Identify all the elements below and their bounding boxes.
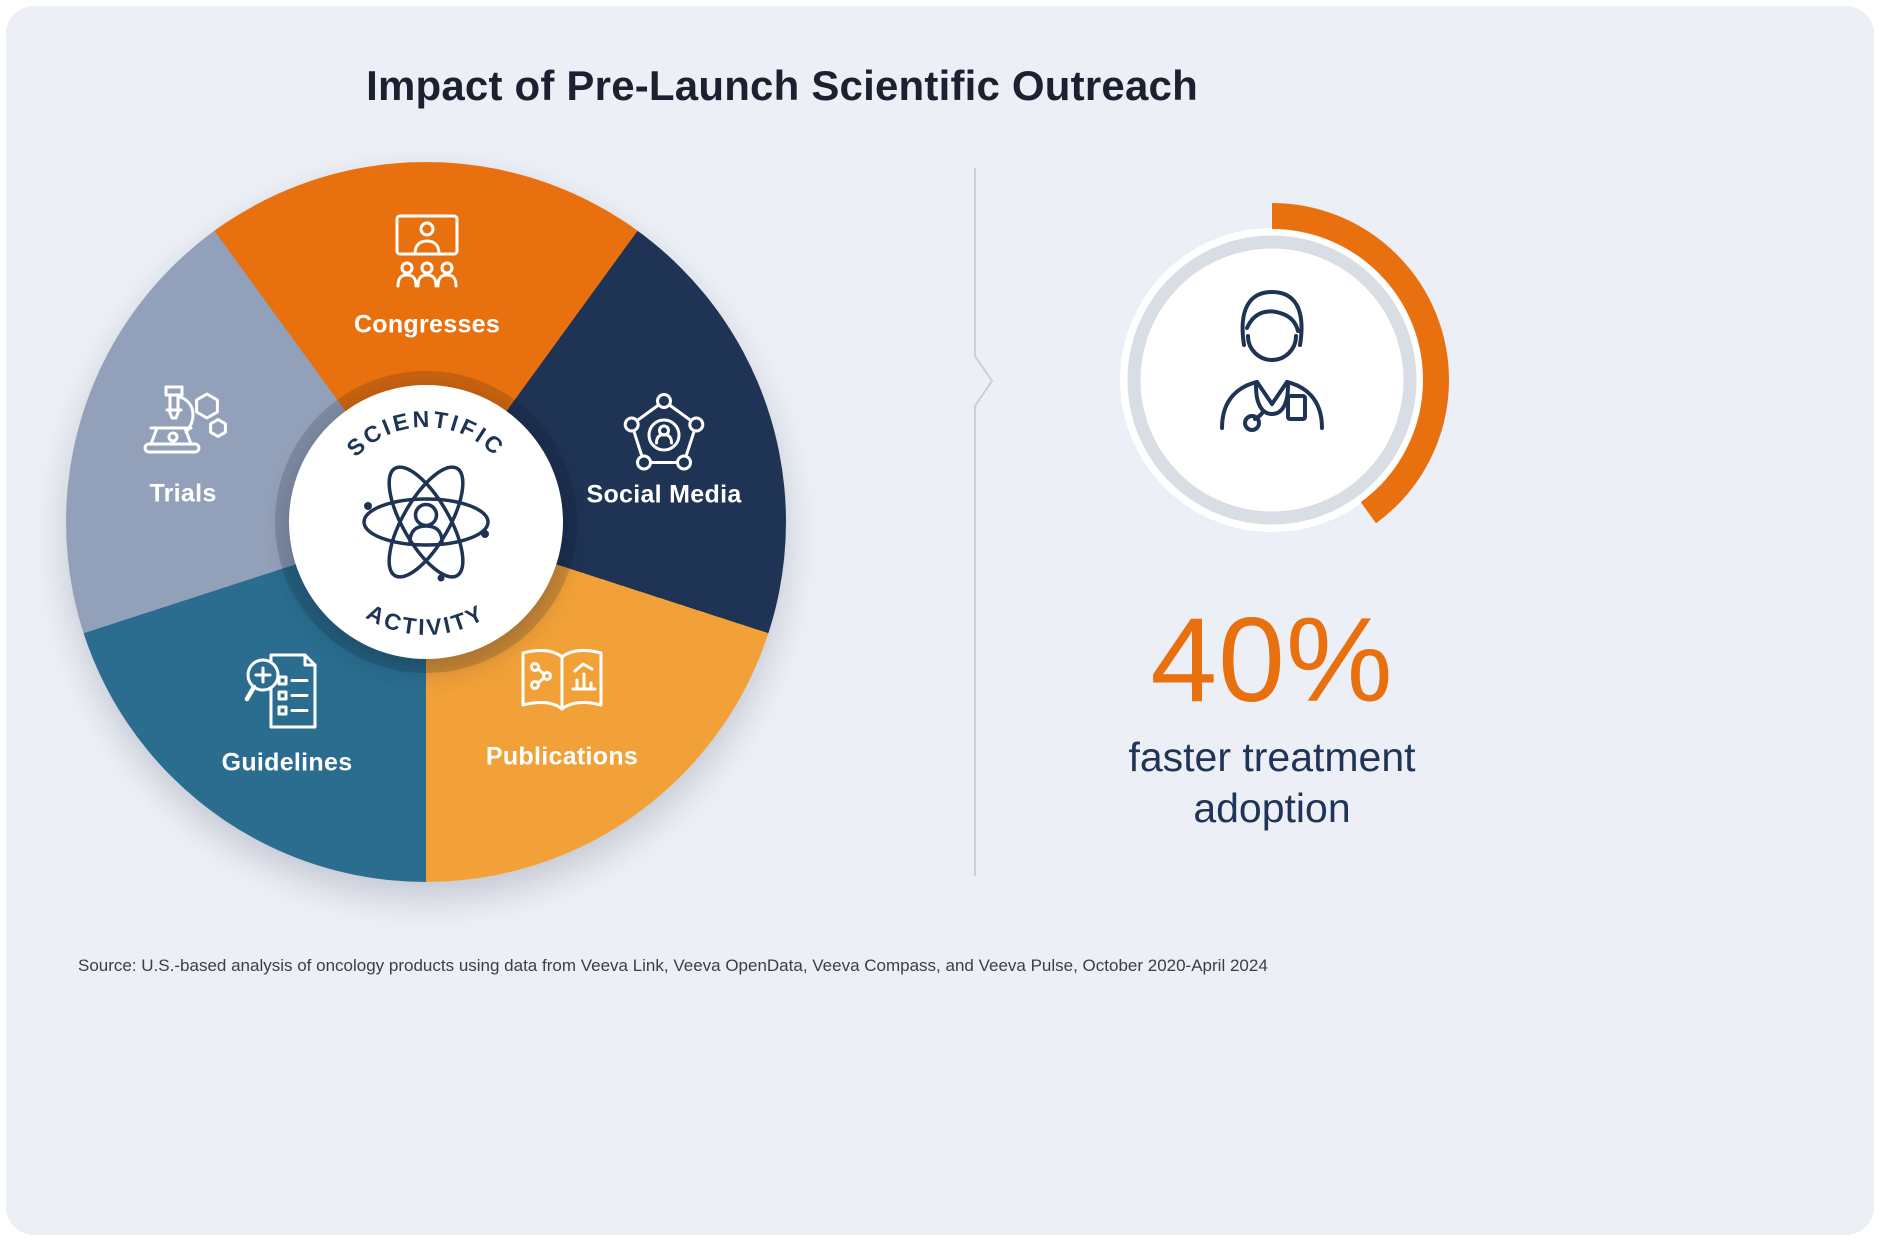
segment-label-publications: Publications [485, 742, 639, 771]
stat-progress-arc [1095, 203, 1449, 557]
segment-label-congresses: Congresses [353, 310, 501, 339]
segment-label-guidelines: Guidelines [221, 748, 353, 777]
segment-label-trials: Trials [149, 479, 217, 508]
stat-caption-line1: faster treatment [1128, 734, 1416, 780]
center-label-top: SCIENTIFIC [341, 406, 507, 462]
source-note: Source: U.S.-based analysis of oncology … [78, 956, 1268, 975]
atom-person-icon: SCIENTIFIC ACTIVITY [341, 406, 510, 641]
stat-value: 40% [1150, 593, 1394, 727]
divider-chevron [974, 168, 993, 876]
chevron-right-icon [974, 355, 993, 407]
svg-text:SCIENTIFIC: SCIENTIFIC [341, 406, 510, 462]
doctor-icon [1220, 290, 1324, 432]
segment-label-social-media: Social Media [586, 480, 742, 509]
scientific-activity-wheel: Congresses Social Media Publications [66, 162, 786, 882]
social-network-icon [623, 393, 705, 471]
guidelines-magnifier-icon [244, 653, 317, 729]
open-book-icon [521, 649, 603, 711]
wheel-center-hub: SCIENTIFIC ACTIVITY [289, 385, 563, 659]
center-label-bottom: ACTIVITY [362, 599, 486, 640]
page-title: Impact of Pre-Launch Scientific Outreach [366, 62, 1198, 109]
microscope-icon [143, 385, 227, 454]
stat-progress-ring [1095, 203, 1449, 557]
stat-caption: faster treatment adoption [1032, 732, 1512, 835]
svg-text:ACTIVITY: ACTIVITY [362, 599, 489, 640]
stat-caption-line2: adoption [1193, 785, 1351, 832]
congress-presentation-icon [395, 214, 459, 288]
